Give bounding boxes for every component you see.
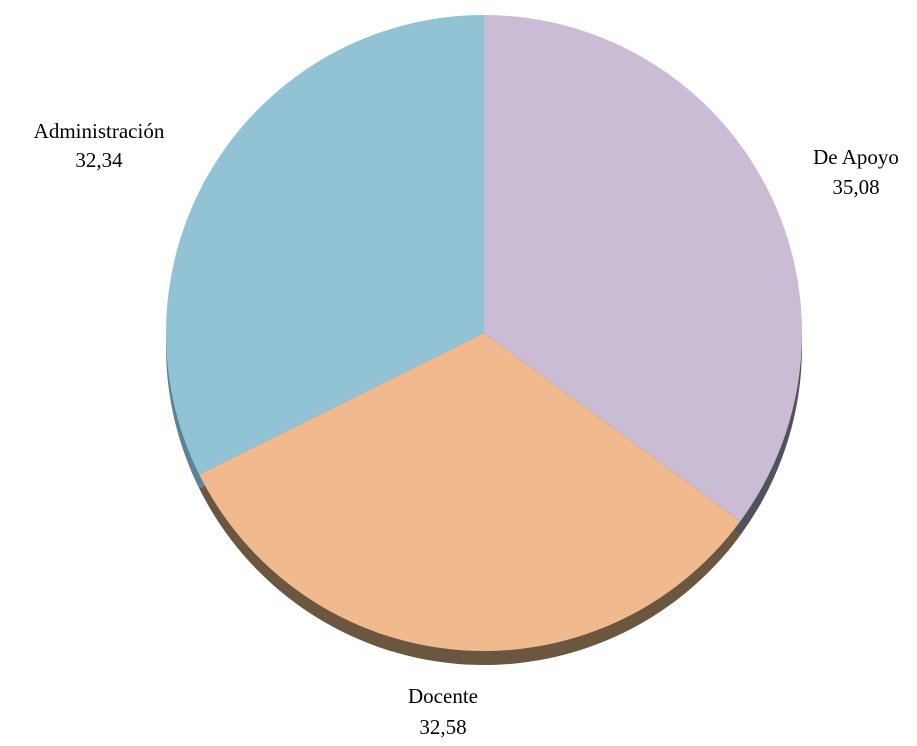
pie-slice-docente bbox=[199, 333, 741, 651]
pie-slice-de-apoyo bbox=[484, 15, 802, 522]
pie-slice-administracion bbox=[165, 15, 485, 475]
slice-category-label-de-apoyo: De Apoyo bbox=[813, 145, 899, 169]
slice-category-label-administracion: Administración bbox=[34, 119, 165, 143]
pie-slices bbox=[165, 15, 802, 651]
slice-value-label-de-apoyo: 35,08 bbox=[832, 175, 879, 199]
slice-value-label-docente: 32,58 bbox=[419, 715, 466, 739]
slice-category-label-docente: Docente bbox=[408, 684, 478, 708]
slice-labels: De Apoyo 35,08 Docente 32,58 Administración 3… bbox=[34, 119, 899, 739]
slice-value-label-administracion: 32,34 bbox=[75, 148, 123, 172]
